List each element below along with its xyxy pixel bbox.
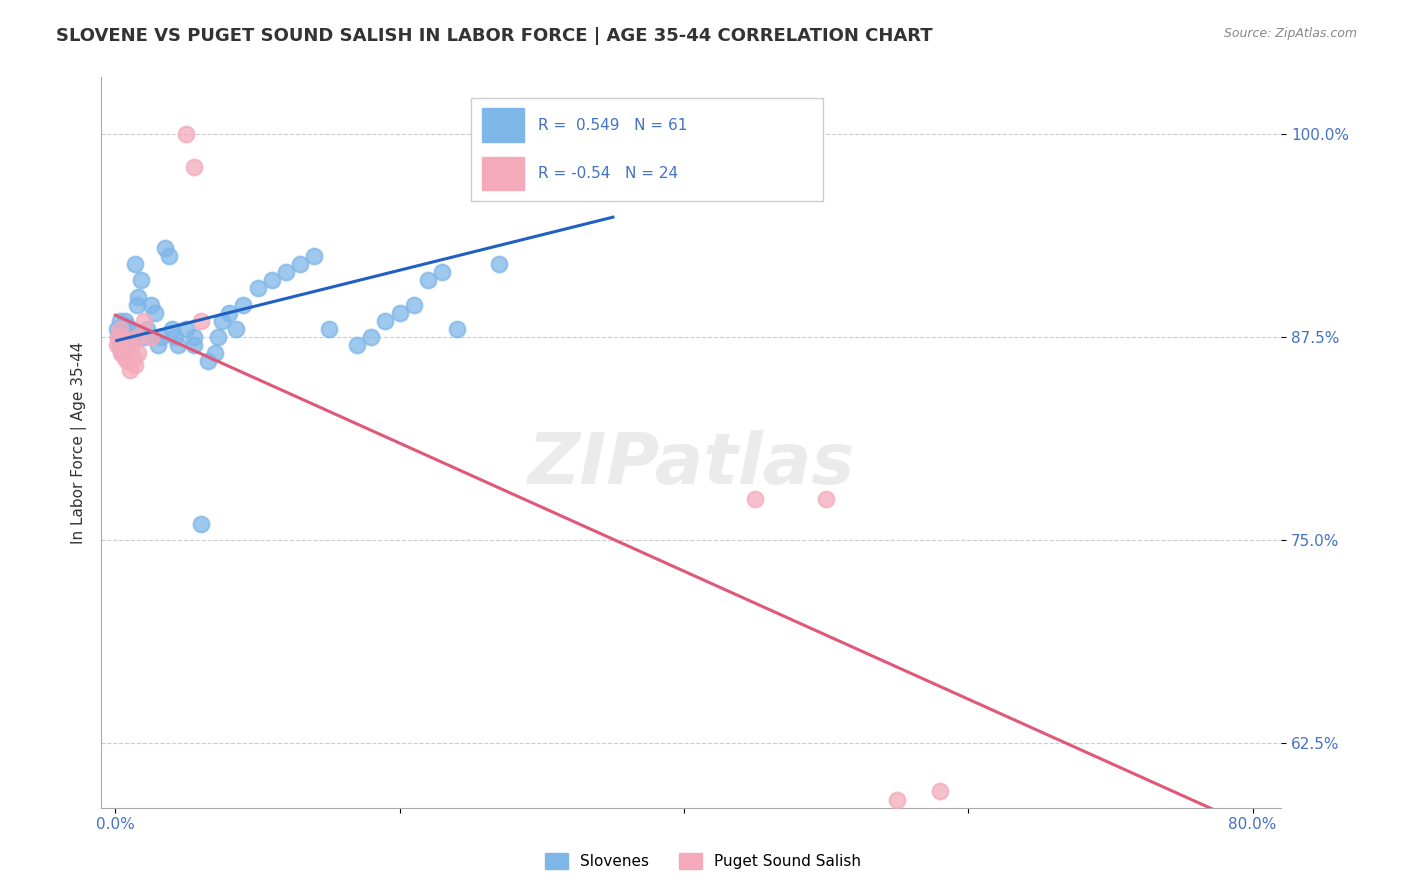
Point <box>402 298 425 312</box>
Point <box>111 330 134 344</box>
Point <box>176 322 198 336</box>
Point <box>488 257 510 271</box>
Point <box>432 265 454 279</box>
Point <box>129 273 152 287</box>
Point <box>146 338 169 352</box>
Point <box>388 306 411 320</box>
Point <box>115 318 138 333</box>
Point <box>124 257 146 271</box>
Point <box>105 322 128 336</box>
Point <box>114 314 136 328</box>
Point <box>197 354 219 368</box>
Point <box>207 330 229 344</box>
Point <box>118 322 141 336</box>
Point <box>108 314 131 328</box>
Point <box>157 249 180 263</box>
Point <box>105 338 128 352</box>
Point <box>112 338 135 352</box>
Point <box>602 127 624 141</box>
Bar <box>482 108 524 142</box>
Y-axis label: In Labor Force | Age 35-44: In Labor Force | Age 35-44 <box>72 342 87 544</box>
Point <box>108 322 131 336</box>
Point <box>416 273 439 287</box>
Point <box>107 330 129 344</box>
Point <box>374 314 396 328</box>
Point <box>318 322 340 336</box>
Point <box>139 298 162 312</box>
Point <box>446 322 468 336</box>
Text: SLOVENE VS PUGET SOUND SALISH IN LABOR FORCE | AGE 35-44 CORRELATION CHART: SLOVENE VS PUGET SOUND SALISH IN LABOR F… <box>56 27 932 45</box>
Point <box>132 314 155 328</box>
Point <box>132 330 155 344</box>
Point <box>176 127 198 141</box>
FancyBboxPatch shape <box>471 98 823 201</box>
Point <box>204 346 226 360</box>
Text: ZIPatlas: ZIPatlas <box>527 430 855 499</box>
Point <box>110 330 132 344</box>
Point <box>121 338 143 352</box>
Point <box>135 322 157 336</box>
Legend: Slovenes, Puget Sound Salish: Slovenes, Puget Sound Salish <box>538 847 868 875</box>
Point <box>118 362 141 376</box>
Text: R = -0.54   N = 24: R = -0.54 N = 24 <box>538 166 678 181</box>
Point <box>211 314 233 328</box>
Text: Source: ZipAtlas.com: Source: ZipAtlas.com <box>1223 27 1357 40</box>
Point <box>111 346 134 360</box>
Point <box>744 492 766 507</box>
Point <box>167 338 190 352</box>
Point <box>107 330 129 344</box>
Point <box>190 314 212 328</box>
Point <box>346 338 368 352</box>
Point <box>304 249 326 263</box>
Point <box>127 346 149 360</box>
Text: R =  0.549   N = 61: R = 0.549 N = 61 <box>538 118 688 133</box>
Point <box>183 338 205 352</box>
Point <box>115 330 138 344</box>
Point <box>516 184 538 198</box>
Point <box>190 516 212 531</box>
Point <box>108 334 131 349</box>
Point <box>360 330 382 344</box>
Point <box>928 784 950 798</box>
Point <box>127 289 149 303</box>
Point <box>574 144 596 158</box>
Point <box>121 330 143 344</box>
Point <box>149 330 172 344</box>
Point <box>115 354 138 368</box>
Point <box>160 322 183 336</box>
Point <box>232 298 254 312</box>
Point <box>225 322 247 336</box>
Point <box>143 306 166 320</box>
Point <box>110 346 132 360</box>
Point <box>110 322 132 336</box>
Point <box>125 330 148 344</box>
Point <box>153 241 176 255</box>
Point <box>183 330 205 344</box>
Point <box>122 351 145 366</box>
Point <box>112 322 135 336</box>
Point <box>114 351 136 366</box>
Point <box>288 257 311 271</box>
Point <box>165 330 187 344</box>
Point <box>114 338 136 352</box>
Point <box>111 338 134 352</box>
Point <box>139 330 162 344</box>
Point <box>560 176 582 190</box>
Point <box>815 492 838 507</box>
Point <box>218 306 240 320</box>
Point <box>108 338 131 352</box>
Point <box>246 281 269 295</box>
Bar <box>482 157 524 190</box>
Point <box>112 330 135 344</box>
Point <box>125 298 148 312</box>
Point <box>124 358 146 372</box>
Point <box>183 160 205 174</box>
Point <box>260 273 283 287</box>
Point <box>886 792 908 806</box>
Point <box>274 265 297 279</box>
